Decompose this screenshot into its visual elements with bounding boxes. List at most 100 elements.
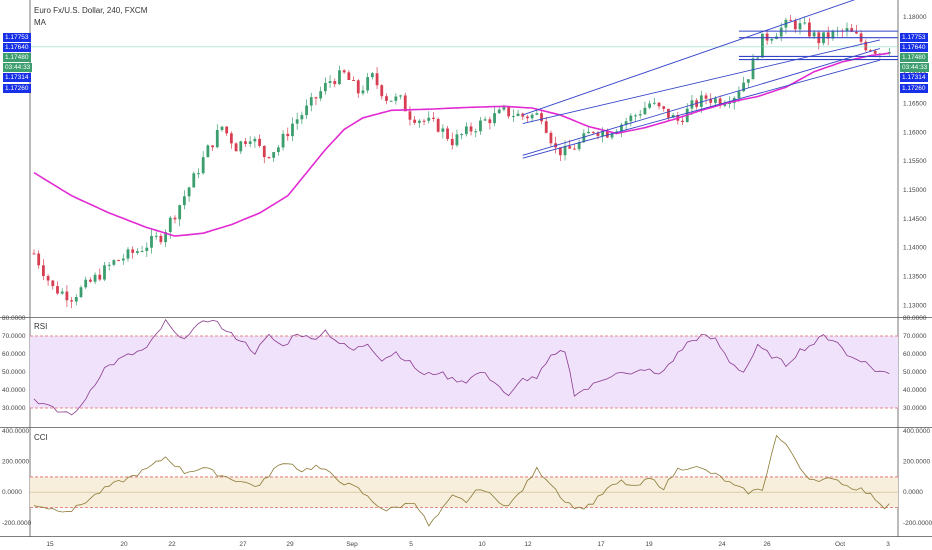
candle-body <box>328 81 332 83</box>
candle-body <box>620 124 623 132</box>
candle-body <box>145 247 149 251</box>
price-tick-label: 1.15000 <box>903 187 927 194</box>
candle-body <box>826 32 830 39</box>
candle-body <box>234 143 238 152</box>
price-tag: 1.17260 <box>3 84 31 93</box>
candle-body <box>568 146 572 149</box>
candle-body <box>723 103 727 106</box>
candle-body <box>737 91 741 98</box>
price-tag: 1.17314 <box>900 73 928 82</box>
price-tag: 1.17753 <box>3 33 31 42</box>
x-axis-label: 29 <box>286 541 294 548</box>
rsi-tick-label-left: 30.0000 <box>2 405 26 412</box>
candle-body <box>652 102 656 104</box>
candle-body <box>178 205 182 220</box>
candle-body <box>474 131 478 133</box>
candle-body <box>530 114 534 119</box>
candle-body <box>761 33 764 58</box>
candle-body <box>258 138 261 146</box>
candle-body <box>850 28 854 32</box>
price-tick-label: 1.18000 <box>903 14 927 21</box>
rsi-tick-label: 80.0000 <box>903 315 927 322</box>
cci-tick-label: 400.0000 <box>903 428 930 435</box>
candle-body <box>746 79 750 83</box>
candle-body <box>793 20 797 30</box>
price-tick-label: 1.13000 <box>903 302 927 309</box>
candle-body <box>98 274 102 280</box>
x-axis-label: 27 <box>239 541 247 548</box>
cci-tick-label: 200.0000 <box>903 459 930 466</box>
candle-body <box>582 133 586 143</box>
candle-body <box>342 70 346 73</box>
price-tick-label: 1.16500 <box>903 100 927 107</box>
rsi-tick-label: 70.0000 <box>903 333 927 340</box>
candle-body <box>479 120 482 132</box>
candle-body <box>385 96 388 101</box>
x-axis-label: Oct <box>835 541 845 548</box>
candle-body <box>573 148 576 150</box>
candle-body <box>352 79 355 81</box>
cci-tick-label: -200.0000 <box>903 520 932 527</box>
candle-body <box>135 251 139 253</box>
candle-body <box>446 128 449 139</box>
candle-body <box>300 115 304 120</box>
candle-body <box>187 187 191 197</box>
candle-body <box>333 81 337 85</box>
candle-body <box>483 119 487 121</box>
cci-title: CCI <box>34 433 48 442</box>
candle-body <box>380 85 384 97</box>
candle-body <box>648 103 652 108</box>
rsi-tick-label: 30.0000 <box>903 405 927 412</box>
candle-body <box>638 114 642 116</box>
candle-body <box>225 126 229 134</box>
candle-body <box>596 132 600 136</box>
candle-body <box>587 131 590 134</box>
moving-average-line <box>33 52 890 237</box>
price-tick-label: 1.16000 <box>903 129 927 136</box>
candle-body <box>32 253 36 255</box>
candle-body <box>526 116 529 119</box>
candle-body <box>511 116 515 118</box>
candle-body <box>681 120 684 123</box>
candle-body <box>103 265 106 280</box>
x-axis-label: 26 <box>763 541 771 548</box>
price-tag: 1.17480 <box>3 53 31 62</box>
candle-body <box>845 28 849 32</box>
candle-body <box>671 114 675 118</box>
candle-body <box>356 80 360 94</box>
candle-body <box>432 117 435 119</box>
candle-body <box>159 235 163 243</box>
candle-body <box>281 133 285 148</box>
candle-body <box>629 115 633 122</box>
candle-body <box>56 286 59 294</box>
x-axis-label: 19 <box>645 541 653 548</box>
candle-body <box>112 260 116 265</box>
price-tag: 1.17640 <box>900 43 928 52</box>
price-tick-label: 1.14000 <box>903 245 927 252</box>
x-axis-label: 5 <box>409 541 413 548</box>
rsi-tick-label-left: 50.0000 <box>2 369 26 376</box>
candle-body <box>399 95 402 97</box>
candle-body <box>798 23 802 30</box>
price-tag: 1.17640 <box>3 43 31 52</box>
x-axis-label: Sep <box>346 541 358 548</box>
rsi-title: RSI <box>34 322 48 331</box>
candle-body <box>887 52 891 54</box>
candle-body <box>812 32 816 37</box>
price-tick-label: 1.15500 <box>903 158 927 165</box>
candle-body <box>107 264 111 266</box>
channel-line <box>522 0 856 116</box>
candle-body <box>173 217 177 220</box>
candle-body <box>154 235 158 237</box>
candle-body <box>601 130 605 136</box>
price-tag: 1.17480 <box>900 53 928 62</box>
candle-body <box>704 95 708 99</box>
candle-body <box>126 249 130 259</box>
cci-tick-label-left: 0.0000 <box>2 489 22 496</box>
candle-body <box>770 39 774 41</box>
candle-body <box>93 274 97 282</box>
candle-body <box>417 120 421 123</box>
candle-body <box>276 147 280 153</box>
candle-body <box>497 109 501 114</box>
